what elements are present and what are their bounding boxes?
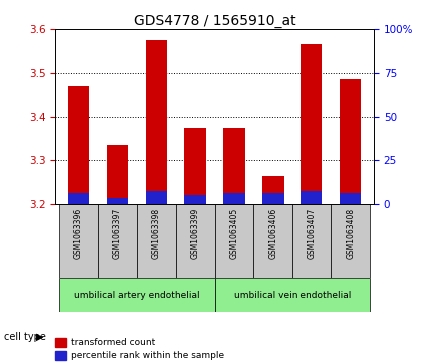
Text: cell type: cell type [4, 332, 46, 342]
Bar [215, 204, 253, 278]
Text: percentile rank within the sample: percentile rank within the sample [71, 351, 224, 360]
Bar [176, 204, 215, 278]
Bar [146, 40, 167, 204]
Bar [224, 127, 245, 204]
Bar [340, 79, 361, 204]
Bar [55, 351, 66, 360]
Bar [107, 145, 128, 204]
Bar [301, 191, 323, 204]
Text: GSM1063397: GSM1063397 [113, 208, 122, 259]
Bar [59, 204, 98, 278]
Text: GSM1063398: GSM1063398 [152, 208, 161, 259]
Bar [262, 193, 283, 204]
Bar [55, 338, 66, 347]
Bar [301, 44, 323, 204]
Bar [107, 197, 128, 204]
Bar [68, 193, 89, 204]
Bar [68, 86, 89, 204]
Bar [224, 193, 245, 204]
Text: GSM1063408: GSM1063408 [346, 208, 355, 259]
Text: GSM1063405: GSM1063405 [230, 208, 238, 259]
Bar [184, 195, 206, 204]
Bar [331, 204, 370, 278]
Bar [146, 191, 167, 204]
Text: GSM1063399: GSM1063399 [191, 208, 200, 259]
Bar [59, 278, 215, 312]
Bar [215, 278, 370, 312]
Bar [137, 204, 176, 278]
Text: transformed count: transformed count [71, 338, 156, 347]
Text: umbilical artery endothelial: umbilical artery endothelial [74, 291, 200, 299]
Bar [98, 204, 137, 278]
Text: umbilical vein endothelial: umbilical vein endothelial [234, 291, 351, 299]
Text: ▶: ▶ [36, 332, 44, 342]
Bar [253, 204, 292, 278]
Bar [292, 204, 331, 278]
Bar [262, 176, 283, 204]
Text: GSM1063406: GSM1063406 [269, 208, 278, 259]
Text: GSM1063396: GSM1063396 [74, 208, 83, 259]
Title: GDS4778 / 1565910_at: GDS4778 / 1565910_at [134, 14, 295, 28]
Bar [184, 127, 206, 204]
Text: GSM1063407: GSM1063407 [307, 208, 316, 259]
Bar [340, 193, 361, 204]
